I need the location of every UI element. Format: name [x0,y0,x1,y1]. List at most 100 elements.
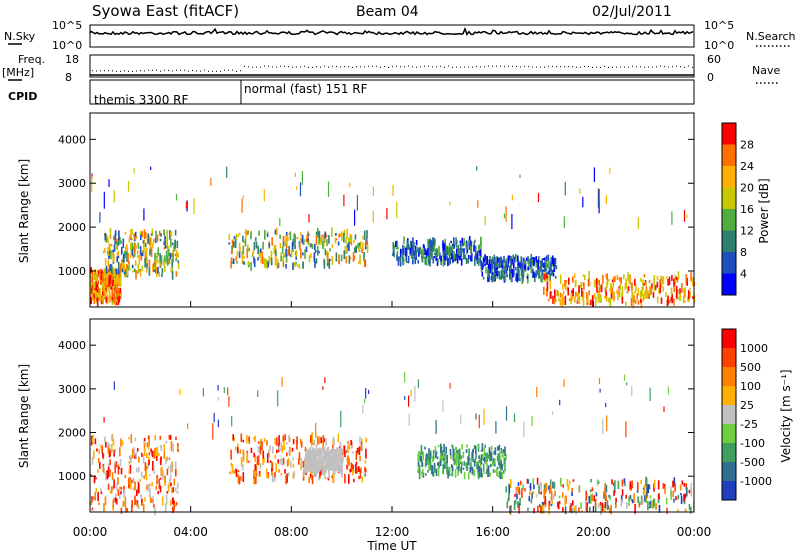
heatmap-cell [566,479,569,487]
heatmap-cell [422,247,425,253]
heatmap-cell [163,230,166,235]
heatmap-cell [484,215,486,225]
heatmap-cell [97,457,100,464]
heatmap-cell [133,447,136,456]
heatmap-cell [318,238,320,245]
heatmap-cell [242,472,245,483]
heatmap-cell [598,293,601,299]
heatmap-cell [129,465,132,474]
heatmap-cell [454,469,457,478]
heatmap-cell [504,465,507,471]
heatmap-cell [143,208,145,221]
heatmap-cell [114,497,117,503]
heatmap-cell [372,186,374,196]
heatmap-cell [497,447,499,451]
heatmap-cell [461,444,463,450]
heatmap-cell [690,272,692,282]
heatmap-cell [242,245,245,255]
heatmap-cell [136,489,138,497]
heatmap-cell [251,254,254,257]
heatmap-cell [114,230,117,236]
heatmap-cell [266,468,268,478]
heatmap-cell [505,263,508,269]
heatmap-cell [119,492,121,500]
heatmap-cell [450,473,452,476]
heatmap-cell [302,252,304,256]
heatmap-cell [259,473,261,477]
heatmap-cell [163,255,166,262]
heatmap-cell [478,455,480,460]
heatmap-cell [433,465,436,473]
heatmap-cell [485,471,488,475]
heatmap-cell [210,177,212,186]
heatmap-cell [151,499,153,503]
heatmap-cell [269,460,272,463]
heatmap-cell [108,277,110,287]
heatmap-cell [132,477,135,484]
heatmap-cell [335,233,337,236]
heatmap-cell [416,246,419,253]
heatmap-cell [590,494,592,504]
heatmap-cell [455,237,457,246]
heatmap-cell [323,238,325,248]
heatmap-cell [627,286,630,292]
heatmap-cell [617,480,620,490]
heatmap-cell [111,444,113,453]
heatmap-cell [92,289,94,294]
heatmap-cell [124,474,127,479]
heatmap-cell [154,238,157,242]
heatmap-cell [582,299,585,306]
heatmap-cell [327,455,330,464]
heatmap-cell [327,449,330,454]
heatmap-cell [314,244,316,251]
heatmap-cell [509,269,511,279]
heatmap-cell [552,481,554,489]
heatmap-cell [134,231,137,237]
heatmap-cell [130,480,132,490]
heatmap-cell [526,478,529,484]
heatmap-cell [308,462,311,472]
heatmap-cell [511,268,514,278]
heatmap-cell [437,259,439,263]
heatmap-cell [353,239,355,244]
heatmap-cell [590,478,592,483]
heatmap-cell [115,241,118,244]
heatmap-cell [417,453,419,462]
heatmap-cell [615,504,617,507]
heatmap-cell [690,485,692,492]
heatmap-cell [478,414,480,429]
heatmap-cell [501,463,503,471]
colorbar-tick-label: 20 [740,182,754,195]
heatmap-cell [569,480,571,485]
heatmap-cell [537,505,539,513]
heatmap-cell [303,238,305,246]
heatmap-cell [679,293,682,301]
heatmap-cell [645,281,647,286]
heatmap-cell [292,242,294,245]
heatmap-cell [520,268,523,277]
heatmap-cell [475,453,477,459]
heatmap-cell [451,250,453,254]
heatmap-cell [605,484,608,493]
heatmap-cell [91,176,93,193]
heatmap-cell [523,421,525,437]
heatmap-cell [230,260,232,269]
heatmap-cell [613,490,615,496]
heatmap-cell [427,247,429,256]
heatmap-cell [640,480,642,484]
heatmap-cell [586,502,588,513]
heatmap-cell [315,449,318,452]
heatmap-cell [234,446,237,451]
heatmap-cell [471,466,474,475]
heatmap-cell [427,470,429,473]
heatmap-cell [317,245,319,256]
heatmap-cell [335,252,338,262]
heatmap-cell [292,262,294,270]
heatmap-cell [155,259,157,265]
heatmap-cell [128,237,131,243]
heatmap-cell [311,475,314,485]
heatmap-cell [372,211,374,223]
heatmap-cell [599,502,602,506]
heatmap-cell [453,458,456,464]
heatmap-cell [486,256,489,265]
